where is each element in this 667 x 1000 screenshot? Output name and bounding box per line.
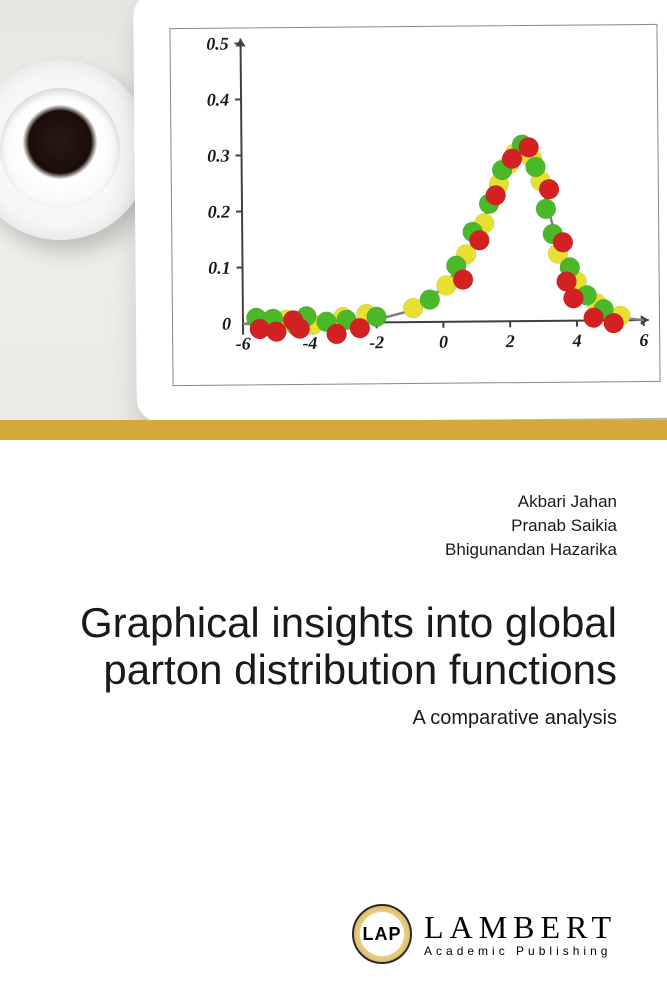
book-subtitle: A comparative analysis [50,707,617,730]
svg-text:4: 4 [572,330,582,350]
svg-text:-2: -2 [369,332,384,352]
coffee-cup-decoration [0,60,150,240]
tablet-frame: -6-4-202460.10.20.30.40.50 [133,0,667,420]
author-list: Akbari JahanPranab SaikiaBhigunandan Haz… [50,490,617,561]
svg-text:6: 6 [639,330,648,350]
book-title: Graphical insights into global parton di… [50,599,617,693]
publisher-name: LAMBERT [424,911,617,943]
publisher-tagline: Academic Publishing [424,945,617,957]
svg-text:0.1: 0.1 [208,258,231,278]
publisher-text: LAMBERT Academic Publishing [424,911,617,957]
svg-text:0.4: 0.4 [207,90,230,110]
cover-photo-area: -6-4-202460.10.20.30.40.50 [0,0,667,420]
publisher-badge: LAP [352,904,412,964]
text-content: Akbari JahanPranab SaikiaBhigunandan Haz… [0,440,667,730]
publisher-logo: LAP LAMBERT Academic Publishing [352,904,617,964]
svg-text:2: 2 [505,331,515,351]
svg-text:0.3: 0.3 [207,146,230,166]
publisher-badge-text: LAP [352,904,412,964]
svg-text:0: 0 [439,332,448,352]
svg-text:0: 0 [222,314,231,334]
scatter-chart: -6-4-202460.10.20.30.40.50 [170,25,659,385]
svg-text:0.5: 0.5 [206,34,229,54]
svg-text:0.2: 0.2 [208,202,231,222]
svg-text:-6: -6 [236,333,251,353]
chart-container: -6-4-202460.10.20.30.40.50 [169,24,660,386]
divider-stripe [0,420,667,440]
